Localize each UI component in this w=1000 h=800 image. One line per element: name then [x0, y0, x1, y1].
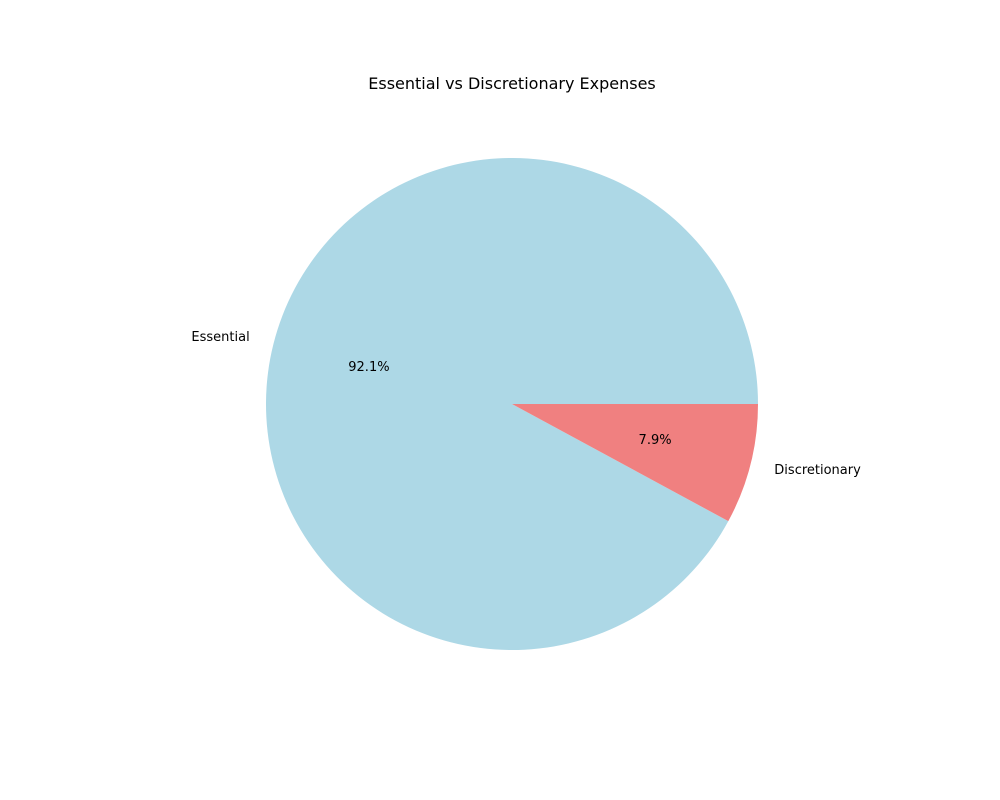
pie-slices	[266, 157, 758, 650]
slice-label-essential: Essential	[191, 330, 249, 345]
slice-percent-discretionary: 7.9%	[639, 433, 672, 448]
pie-slice-discretionary	[512, 404, 758, 522]
slice-label-discretionary: Discretionary	[774, 463, 861, 478]
pie-labels: Essential 92.1% Discretionary 7.9%	[191, 330, 861, 478]
chart-title: Essential vs Discretionary Expenses	[368, 74, 656, 93]
slice-percent-essential: 92.1%	[348, 360, 389, 375]
